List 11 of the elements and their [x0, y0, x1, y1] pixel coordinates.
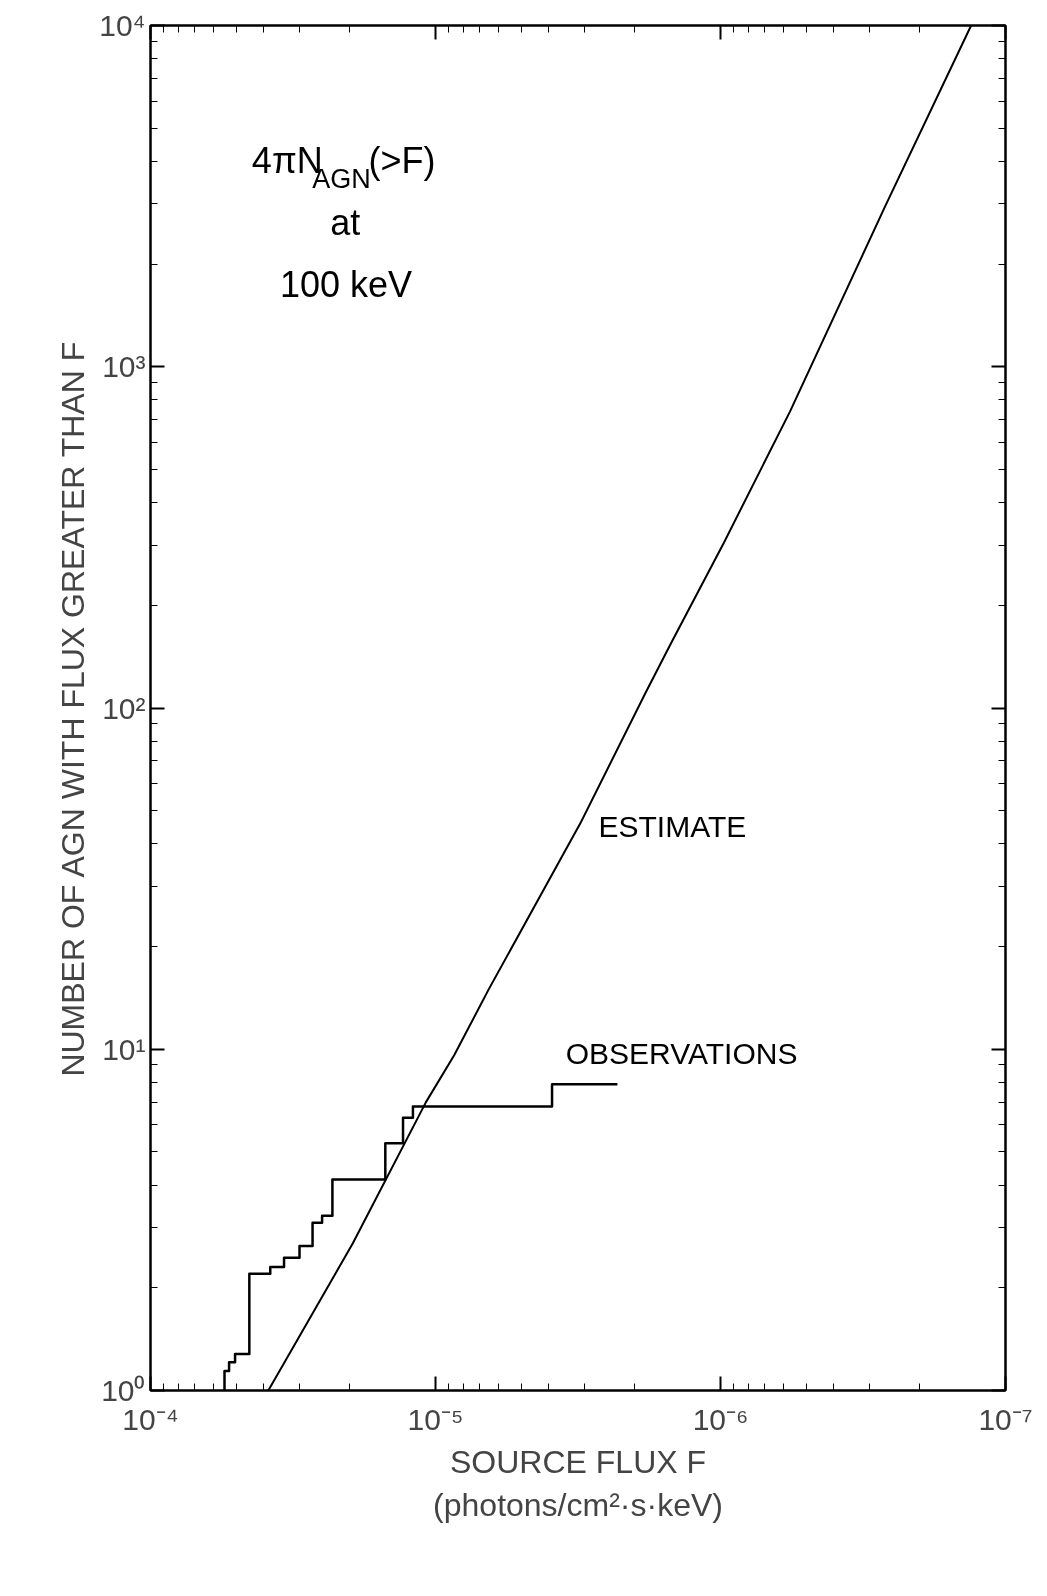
x-axis-title: SOURCE FLUX F (photons/cm²·s·keV) — [433, 1443, 723, 1523]
x-tick-label: 10⁻⁶ — [692, 1402, 749, 1436]
y-axis-title: NUMBER OF AGN WITH FLUX GREATER THAN F — [55, 341, 92, 1077]
y-tick-label: 10⁴ — [99, 9, 146, 42]
x-tick-label: 10⁻⁵ — [407, 1402, 464, 1436]
y-tick-label: 10¹ — [102, 1032, 146, 1066]
y-tick-label: 10³ — [102, 350, 146, 384]
x-tick-label: 10⁻⁷ — [978, 1402, 1033, 1436]
y-tick-label: 10² — [102, 691, 146, 725]
series-label: ESTIMATE — [598, 810, 747, 844]
series-label: OBSERVATIONS — [565, 1037, 798, 1071]
